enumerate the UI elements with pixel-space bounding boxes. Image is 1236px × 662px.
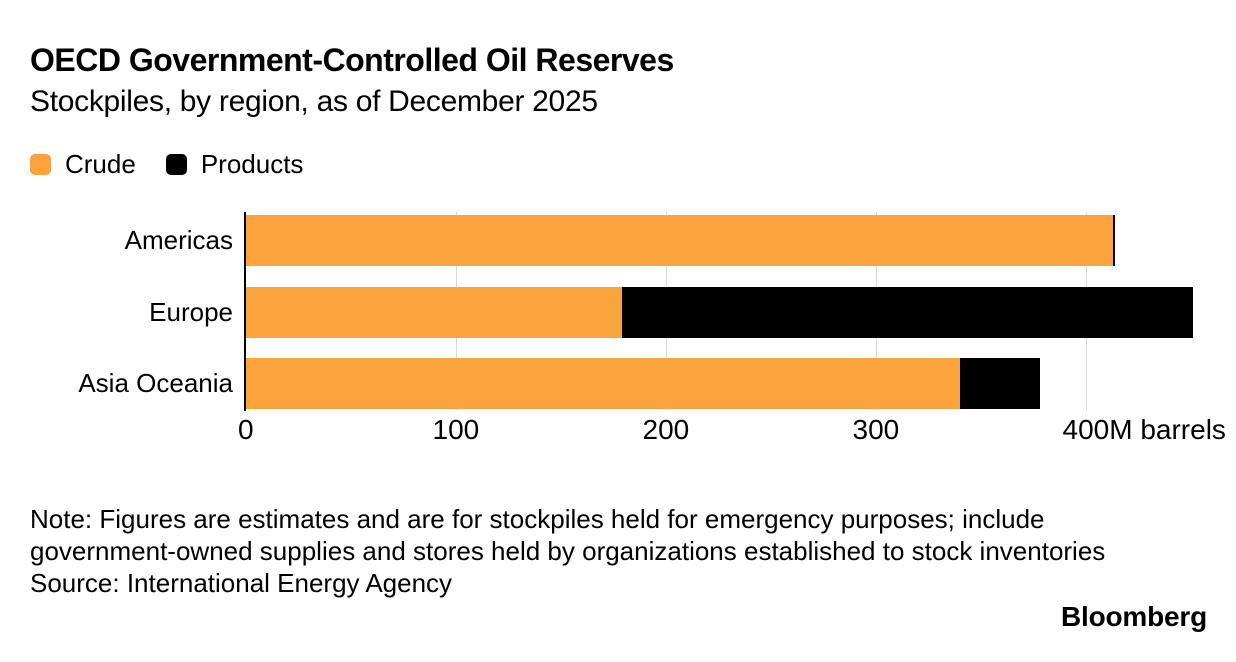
- x-tick-label: 300: [853, 415, 900, 445]
- x-tick-label: 400M barrels: [1063, 415, 1226, 445]
- source-text: Source: International Energy Agency: [30, 568, 453, 598]
- legend: Crude Products: [30, 150, 303, 178]
- category-label: Americas: [124, 225, 233, 255]
- x-tick-number: 400: [1062, 414, 1110, 445]
- bar-segment-crude: [246, 215, 1114, 266]
- legend-item-crude: Crude: [30, 150, 136, 178]
- bar-segment-products: [960, 358, 1040, 409]
- legend-label-crude: Crude: [65, 149, 136, 179]
- x-tick-suffix: M barrels: [1109, 414, 1226, 445]
- x-tick-number: 0: [238, 414, 254, 445]
- x-tick-number: 300: [852, 414, 900, 445]
- x-tick-label: 100: [433, 415, 480, 445]
- crude-swatch-icon: [30, 153, 51, 175]
- products-swatch-icon: [165, 153, 187, 175]
- legend-label-products: Products: [200, 149, 304, 179]
- y-axis-line: [244, 212, 246, 411]
- x-tick-number: 100: [432, 414, 480, 445]
- x-tick-label: 0: [238, 415, 254, 445]
- x-tick-label: 200: [643, 415, 690, 445]
- page-title: OECD Government-Controlled Oil Reserves: [30, 42, 674, 78]
- bloomberg-logo: Bloomberg: [1061, 601, 1207, 632]
- bar-segment-crude: [246, 358, 960, 409]
- bar-segment-products: [621, 286, 1194, 338]
- note-line-1: Note: Figures are estimates and are for …: [30, 504, 1045, 534]
- bar-segment-products: [1113, 215, 1116, 266]
- legend-item-products: Products: [165, 149, 304, 179]
- category-label: Europe: [149, 296, 233, 327]
- bar-segment-crude: [246, 286, 622, 338]
- plot-area: [246, 212, 1212, 410]
- category-label: Asia Oceania: [78, 368, 233, 398]
- note-line-2: government-owned supplies and stores hel…: [30, 536, 1106, 566]
- page-subtitle: Stockpiles, by region, as of December 20…: [30, 85, 598, 118]
- x-tick-number: 200: [642, 414, 690, 445]
